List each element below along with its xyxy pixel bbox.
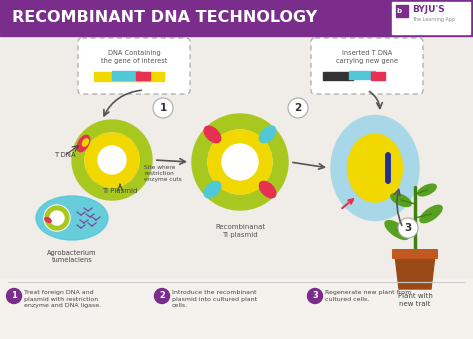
Ellipse shape	[36, 196, 108, 240]
Circle shape	[398, 218, 418, 238]
Text: Site where
restriction
enzyme cuts: Site where restriction enzyme cuts	[144, 165, 182, 182]
Ellipse shape	[77, 135, 90, 152]
Circle shape	[155, 288, 169, 303]
Circle shape	[85, 133, 139, 187]
Bar	[323, 72, 353, 80]
Bar	[94, 72, 164, 81]
Circle shape	[153, 98, 173, 118]
Text: Introduce the recombinant
plasmid into cultured plant
cells.: Introduce the recombinant plasmid into c…	[172, 290, 257, 308]
Ellipse shape	[259, 126, 276, 143]
Text: T DNA: T DNA	[54, 152, 76, 158]
Text: Recombinanat
Ti plasmid: Recombinanat Ti plasmid	[215, 224, 265, 238]
Text: Plant with
new trait: Plant with new trait	[398, 293, 432, 306]
Bar	[112, 71, 140, 80]
Ellipse shape	[204, 181, 221, 198]
Ellipse shape	[420, 205, 442, 223]
Circle shape	[192, 114, 288, 210]
Ellipse shape	[204, 126, 221, 143]
Circle shape	[208, 130, 272, 194]
Text: 2: 2	[294, 103, 302, 113]
Text: DNA Containing
the gene of interest: DNA Containing the gene of interest	[101, 50, 167, 63]
FancyBboxPatch shape	[78, 38, 190, 94]
Ellipse shape	[385, 221, 409, 239]
Circle shape	[222, 144, 258, 180]
FancyBboxPatch shape	[392, 249, 438, 259]
Circle shape	[288, 98, 308, 118]
Ellipse shape	[348, 134, 403, 202]
Ellipse shape	[45, 218, 51, 222]
Text: Agrobacterium
tumelaciens: Agrobacterium tumelaciens	[47, 250, 97, 263]
Circle shape	[208, 130, 272, 194]
Bar	[0, 278, 473, 339]
Circle shape	[7, 288, 21, 303]
Text: BYJU'S: BYJU'S	[412, 5, 445, 15]
Text: 1: 1	[11, 292, 17, 300]
Circle shape	[72, 120, 152, 200]
Text: 3: 3	[404, 223, 412, 233]
Bar	[371, 72, 385, 80]
Text: Ti Plasmid: Ti Plasmid	[102, 188, 137, 194]
Bar	[0, 0, 473, 36]
Ellipse shape	[259, 181, 276, 198]
Bar	[136, 72, 150, 80]
Text: 2: 2	[159, 292, 165, 300]
Text: Inserted T DNA
carrying new gene: Inserted T DNA carrying new gene	[336, 50, 398, 63]
Circle shape	[45, 206, 69, 230]
Ellipse shape	[82, 139, 88, 146]
Text: 3: 3	[312, 292, 318, 300]
Bar	[349, 71, 375, 79]
Bar	[396, 5, 408, 17]
Circle shape	[50, 211, 64, 225]
FancyBboxPatch shape	[311, 38, 423, 94]
Circle shape	[98, 146, 126, 174]
Circle shape	[307, 288, 323, 303]
Text: Treat foreign DNA and
plasmid with restriction
enzyme and DNA ligase.: Treat foreign DNA and plasmid with restr…	[24, 290, 101, 308]
Text: Regenerate new plant from
cultured cells.: Regenerate new plant from cultured cells…	[325, 290, 411, 302]
Circle shape	[44, 205, 70, 231]
Bar	[392, 2, 470, 34]
Ellipse shape	[418, 184, 436, 196]
Polygon shape	[395, 255, 435, 289]
Ellipse shape	[331, 116, 419, 220]
Text: RECOMBINANT DNA TECHNOLOGY: RECOMBINANT DNA TECHNOLOGY	[12, 11, 317, 25]
Ellipse shape	[391, 194, 411, 206]
Text: The Learning App: The Learning App	[412, 18, 455, 22]
Text: 1: 1	[159, 103, 166, 113]
Circle shape	[85, 133, 139, 187]
Text: b: b	[396, 8, 401, 14]
